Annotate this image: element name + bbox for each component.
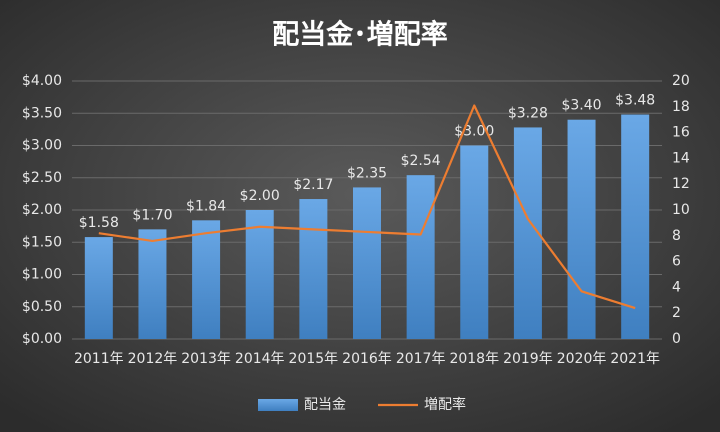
y-tick-label: $0.50 [22,299,62,315]
data-label: $3.48 [615,93,655,109]
bar [84,237,113,339]
y-tick-label: $4.00 [22,73,62,89]
x-tick-label: 2020年 [557,351,607,367]
chart-title: 配当金･増配率 [272,19,448,51]
data-label: $2.00 [240,188,280,204]
data-label: $2.35 [347,165,387,181]
data-label: $3.28 [508,105,548,121]
bar [138,229,167,339]
bar [460,145,489,339]
y-tick-label: $1.50 [22,234,62,250]
data-label: $1.84 [186,198,226,214]
y2-tick-label: 16 [672,125,690,141]
x-tick-label: 2016年 [342,351,392,367]
legend-swatch [258,399,298,411]
y2-tick-label: 4 [672,279,681,295]
data-label: $3.40 [561,98,601,114]
x-tick-label: 2017年 [396,351,446,367]
x-tick-label: 2021年 [610,351,660,367]
y2-tick-label: 0 [672,331,681,347]
y2-tick-label: 2 [672,305,681,321]
bar [567,119,596,339]
x-tick-label: 2019年 [503,351,553,367]
y-tick-label: $0.00 [22,331,62,347]
x-tick-label: 2018年 [449,351,499,367]
legend-label: 増配率 [424,396,466,413]
data-label: $1.58 [79,215,119,231]
data-label: $1.70 [132,207,172,223]
y-tick-label: $1.00 [22,267,62,283]
legend-label: 配当金 [304,397,346,413]
data-label: $2.54 [401,153,441,169]
y2-tick-label: 8 [672,228,681,244]
y2-tick-label: 14 [672,150,690,166]
x-tick-label: 2012年 [128,351,178,367]
x-tick-label: 2015年 [289,351,339,367]
bar [192,220,221,339]
y-tick-label: $2.00 [22,202,62,218]
y2-tick-label: 20 [672,73,690,89]
bar [621,114,650,339]
x-tick-label: 2011年 [74,351,124,367]
y2-tick-label: 6 [672,254,681,270]
bar [245,210,274,339]
data-label: $2.17 [293,177,333,193]
x-tick-label: 2014年 [235,351,285,367]
y2-tick-label: 18 [672,99,690,115]
line [98,104,636,310]
bar [299,199,328,339]
y-tick-label: $2.50 [22,170,62,186]
y-tick-label: $3.50 [22,105,62,121]
y2-tick-label: 12 [672,176,690,192]
y-tick-label: $3.00 [22,138,62,154]
x-tick-label: 2013年 [181,351,231,367]
y2-tick-label: 10 [672,202,690,218]
bar [406,175,435,339]
bar [353,187,381,339]
